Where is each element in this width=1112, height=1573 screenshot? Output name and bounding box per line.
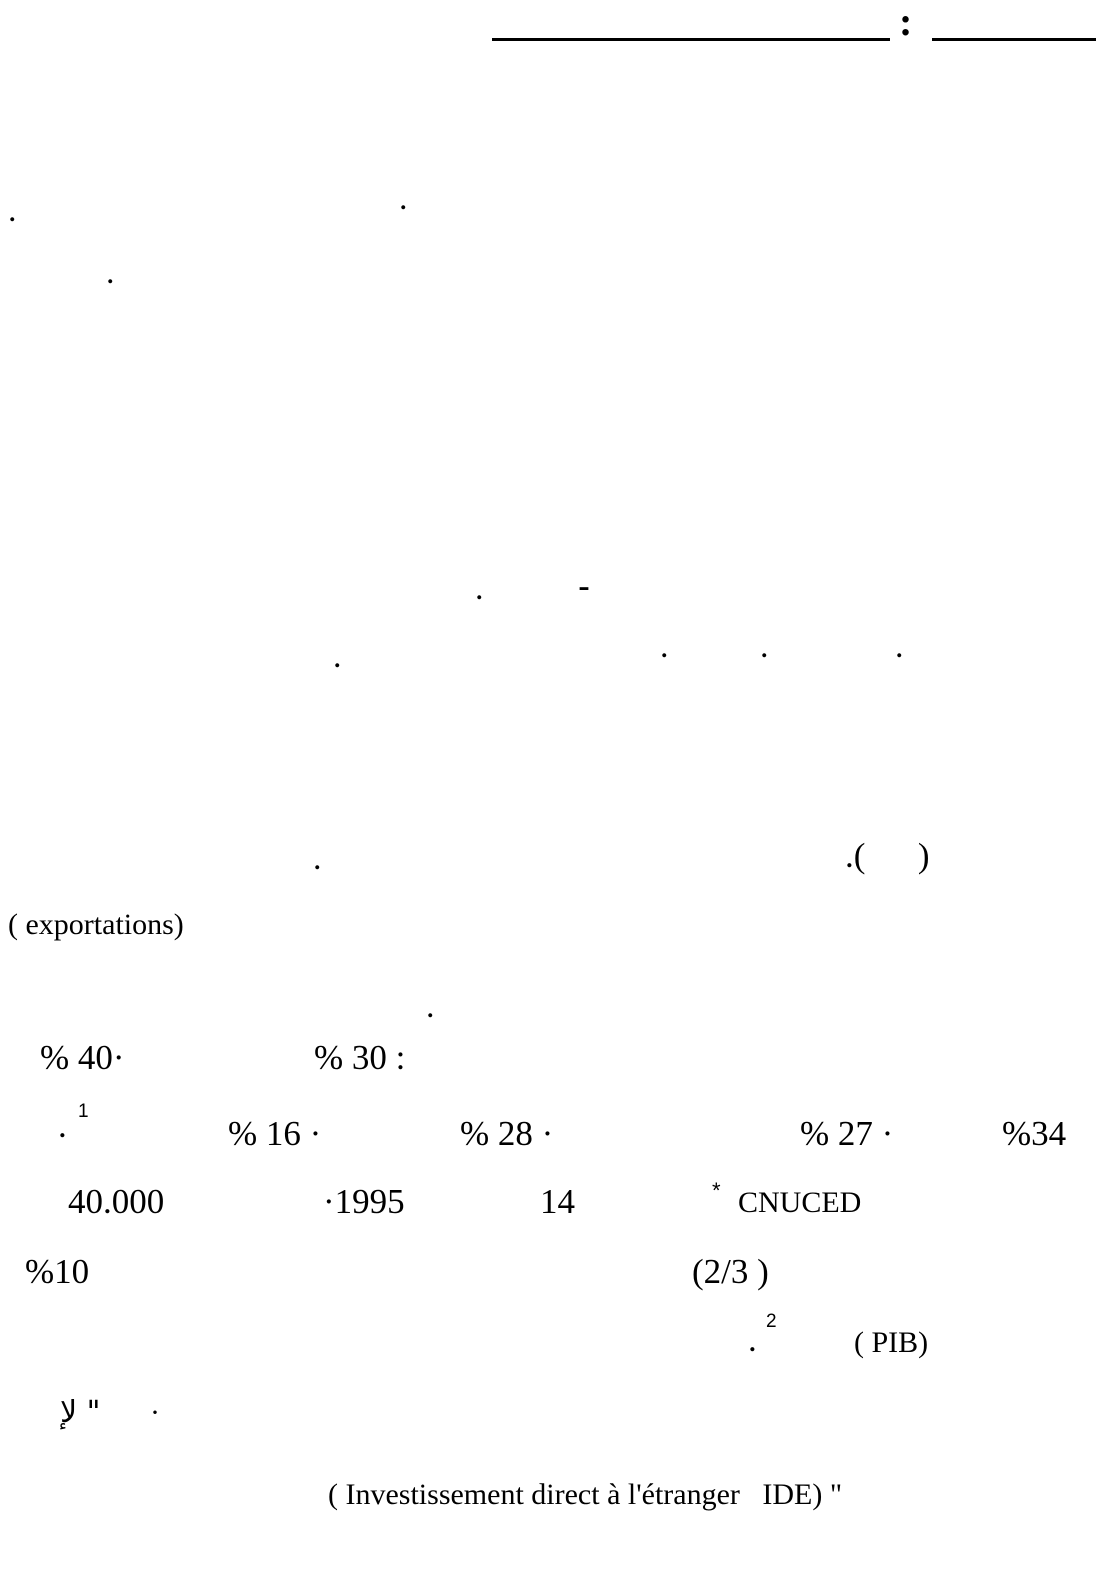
dot-fragment: · <box>150 1396 160 1429</box>
year-1995: ·1995 <box>323 1182 405 1221</box>
header-colon: : <box>899 0 913 44</box>
percent-27: % 27 · <box>800 1114 894 1153</box>
dot-fragment: . <box>760 628 769 665</box>
dot-fragment: . <box>313 840 322 877</box>
dot-fragment: . <box>895 628 904 665</box>
ide-term: ( Investissement direct à l'étranger IDE… <box>328 1478 843 1511</box>
percent-30: % 30 : <box>314 1038 406 1077</box>
fraction-two-thirds: (2/3 ) <box>692 1252 769 1291</box>
number-14: 14 <box>540 1182 575 1221</box>
percent-16: % 16 · <box>228 1114 322 1153</box>
footnote-ref-2: 2 <box>766 1311 777 1332</box>
paren-fragment: .( ) <box>845 836 930 875</box>
number-40000: 40.000 <box>68 1182 165 1221</box>
footnote-ref-1: 1 <box>78 1101 89 1122</box>
pib-term: ( PIB) <box>854 1326 929 1359</box>
header-rule-right <box>932 38 1096 41</box>
percent-28: % 28 · <box>460 1114 554 1153</box>
dot-fragment: . <box>8 192 17 229</box>
footnote-ref-1-dot: . <box>58 1106 67 1145</box>
exportations-term: ( exportations) <box>8 908 184 941</box>
header-rule-left <box>492 38 890 41</box>
dash-fragment: - <box>578 565 590 606</box>
cnuced-term: CNUCED <box>738 1186 862 1219</box>
dot-fragment: . <box>426 988 435 1025</box>
dot-fragment: . <box>399 180 408 217</box>
arabic-fragment: لإ " <box>60 1395 101 1430</box>
percent-10: %10 <box>25 1252 90 1291</box>
footnote-ref-2-dot: . <box>748 1320 757 1359</box>
asterisk-note: * <box>712 1178 721 1203</box>
dot-fragment: . <box>660 628 669 665</box>
dot-fragment: . <box>475 570 484 607</box>
percent-34: %34 <box>1002 1114 1067 1153</box>
dot-fragment: . <box>106 254 115 291</box>
percent-40: % 40· <box>40 1038 125 1077</box>
dot-fragment: . <box>333 638 342 675</box>
